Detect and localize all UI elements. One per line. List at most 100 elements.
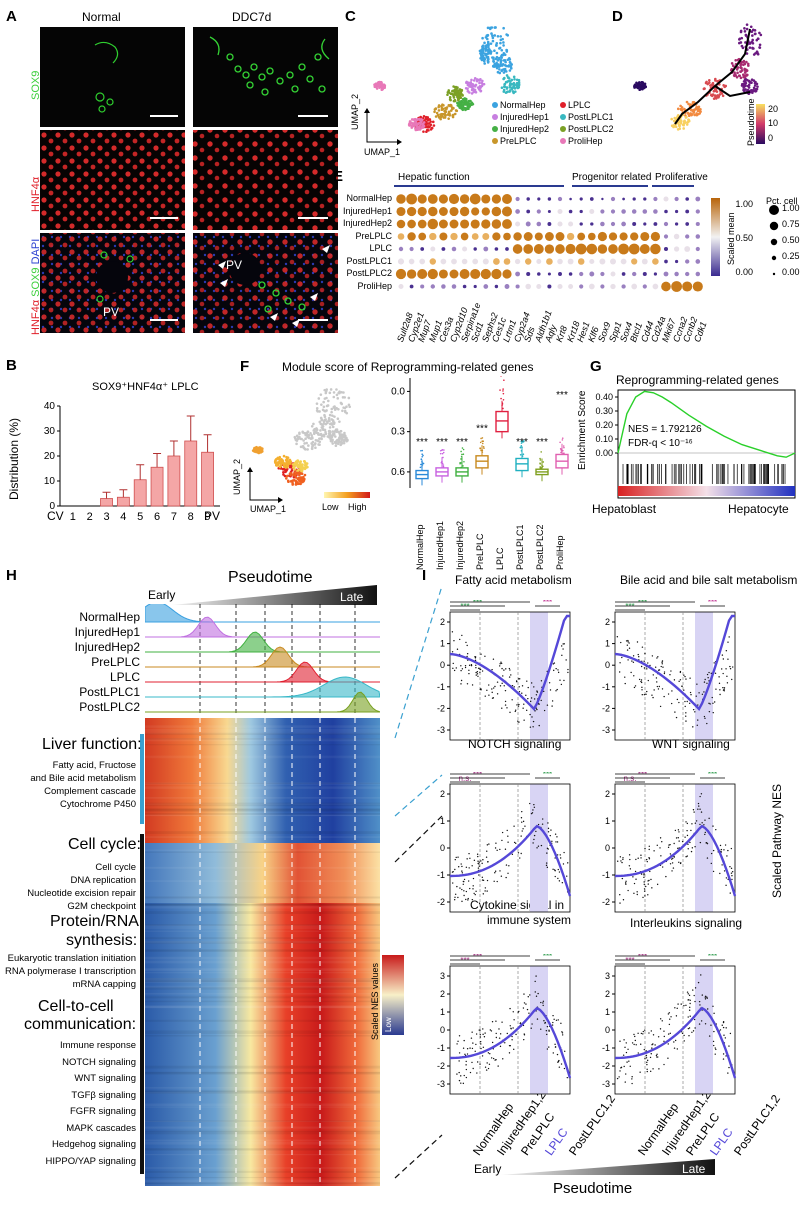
i-point	[460, 1075, 462, 1077]
i-point	[631, 1042, 634, 1044]
i-plot-title2-4: immune system	[487, 913, 572, 927]
i-point	[462, 1047, 465, 1049]
i-point	[481, 670, 484, 672]
i-point	[484, 890, 486, 892]
umap-c-point	[376, 82, 379, 85]
i-point	[640, 854, 642, 856]
i-plot-title-0: Fatty acid metabolism	[455, 573, 572, 587]
umap-c-point	[460, 106, 463, 110]
cell-comm-item-7: HIPPO/YAP signaling	[45, 1155, 136, 1167]
i-point	[532, 720, 535, 723]
umap-d-point	[738, 37, 742, 41]
dot-InjuredHep2-Cyp2d10	[449, 219, 459, 229]
i-point	[673, 1041, 675, 1043]
umap-c-point	[461, 97, 465, 101]
dot-InjuredHep1-Ccnb2	[685, 209, 690, 214]
dot-InjuredHep2-Cd24a	[653, 222, 658, 226]
dot-PostLPLC1-Cd24a	[652, 258, 659, 265]
umap-c-point	[461, 101, 465, 104]
liver-function-bracket	[140, 734, 144, 824]
i-point	[633, 1043, 635, 1046]
panel-label-d: D	[612, 8, 623, 25]
i-point	[625, 883, 627, 885]
liver-function-head: Liver function:	[42, 736, 142, 753]
dot-InjuredHep2-Serpina1e	[460, 219, 470, 229]
dot-InjuredHep1-Cyp2a4	[515, 209, 520, 214]
pv-label-ddc7d: PV	[226, 258, 243, 272]
i-sig: ***	[708, 772, 717, 779]
i-point	[634, 1039, 637, 1042]
umap-c-point	[505, 50, 509, 53]
legend-dot	[492, 138, 498, 144]
i-point	[723, 870, 726, 872]
legend-dot	[560, 114, 566, 120]
i-point	[522, 707, 524, 709]
umap-c-point	[504, 70, 508, 73]
umap-f-point	[338, 420, 341, 423]
i-point	[720, 668, 723, 670]
ridge-plot	[145, 604, 380, 716]
dot-PostLPLC2-Ccna2	[674, 271, 679, 277]
i-point	[521, 685, 524, 687]
i-point	[712, 870, 715, 873]
umap-c-point	[420, 118, 423, 121]
i-point	[617, 860, 619, 862]
i-point	[646, 1068, 648, 1070]
i-point	[508, 676, 511, 678]
i-point	[561, 1034, 564, 1036]
umap-d-point	[743, 30, 747, 33]
umap-f-point-high	[259, 448, 263, 452]
umap-d-point	[639, 87, 642, 91]
umap-c-point	[509, 80, 512, 83]
i-point	[560, 645, 563, 647]
i-point	[644, 847, 646, 850]
umap-c-point	[503, 53, 507, 56]
i-point	[641, 694, 643, 696]
i-point	[656, 1053, 658, 1055]
i-point	[731, 878, 733, 881]
umap-f-point-high	[289, 472, 292, 475]
i-point	[640, 680, 642, 683]
i-point	[656, 685, 659, 688]
h-pseudotime-title: Pseudotime	[228, 569, 313, 586]
i-point	[683, 1034, 685, 1037]
dot-ProliHep-Sox9	[600, 284, 605, 289]
umap-f-point	[312, 432, 316, 436]
dot-InjuredHep2-Hes1	[579, 222, 583, 226]
i-point	[511, 1039, 513, 1041]
umap-c-point	[496, 59, 500, 62]
umap-f-point-high	[299, 482, 302, 486]
umap-c-point	[505, 80, 508, 84]
i-point	[519, 857, 521, 859]
i-point	[675, 837, 678, 839]
i-point	[496, 681, 499, 683]
umap-c-point	[478, 79, 482, 82]
legend-item-prolihep: ProliHep	[560, 136, 603, 146]
i-point	[684, 705, 686, 708]
i-ytick: 0	[605, 660, 610, 670]
pt-tick-0: 0	[768, 133, 774, 143]
umap-d-point	[680, 106, 684, 109]
umap-c-point	[505, 87, 509, 90]
bar-xtick-7: 7	[171, 511, 177, 523]
umap-c-point	[465, 81, 468, 85]
micrograph-grid	[40, 27, 338, 333]
umap-f-point-high	[279, 464, 283, 468]
i-point	[534, 710, 536, 712]
umap-c-point	[437, 104, 441, 107]
umap-f-point	[332, 432, 336, 436]
i-point	[704, 678, 706, 681]
i-point	[646, 668, 648, 670]
lplc-band	[530, 966, 548, 1094]
i-point	[517, 720, 519, 722]
i-point	[479, 668, 482, 671]
umap-f-point-high	[275, 464, 278, 467]
i-point	[680, 1003, 682, 1005]
i-point	[484, 1066, 487, 1068]
umap-f-point	[341, 435, 345, 438]
dot-InjuredHep1-Aqly	[547, 209, 551, 214]
i-point	[548, 1029, 550, 1031]
i-point	[533, 834, 536, 837]
i-point	[694, 1027, 696, 1029]
i-point	[454, 893, 457, 896]
